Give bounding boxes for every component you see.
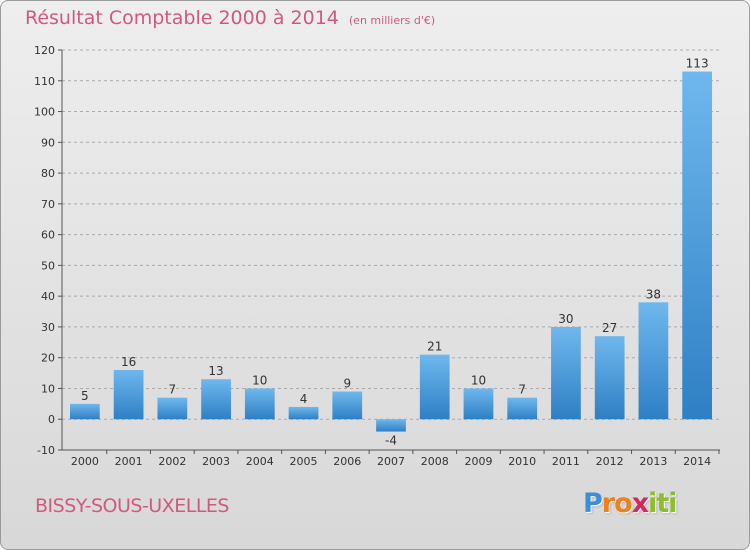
chart-subtitle: (en milliers d'€) <box>348 14 436 27</box>
y-tick-label: 60 <box>41 229 55 242</box>
y-tick-label: 110 <box>34 75 55 88</box>
bar-value-label: 30 <box>558 312 573 326</box>
bar-value-label: 7 <box>518 383 526 397</box>
logo-letter: x <box>631 488 649 519</box>
bar-value-label: 38 <box>646 287 661 301</box>
logo-letter: o <box>614 488 633 519</box>
axes-layer: -10 0 10 20 30 40 50 60 70 80 90 100 110 120 2000 2001 2… <box>34 44 720 468</box>
x-tick-label: 2000 <box>71 455 99 468</box>
bar <box>113 370 144 420</box>
bar-value-label: 10 <box>252 373 267 387</box>
x-tick-label: 2004 <box>246 455 274 468</box>
y-tick-label: 20 <box>41 352 55 365</box>
x-tick-label: 2006 <box>333 455 361 468</box>
proxiti-logo: Proxiti <box>583 488 678 519</box>
bar-value-label: 113 <box>686 57 709 71</box>
logo-letter: P <box>583 488 603 519</box>
bar-value-label: 13 <box>208 364 223 378</box>
bar-value-label: 7 <box>169 383 177 397</box>
x-tick-label: 2010 <box>508 455 536 468</box>
x-tick-label: 2013 <box>639 455 667 468</box>
y-tick-label: 50 <box>41 259 55 272</box>
bar-value-label: 16 <box>121 355 136 369</box>
x-tick-label: 2002 <box>158 455 186 468</box>
chart-title: Résultat Comptable 2000 à 2014 (en millie… <box>25 7 435 29</box>
y-tick-label: 100 <box>34 106 55 119</box>
bar-value-label: 9 <box>343 377 351 391</box>
bar-value-label: -4 <box>385 434 397 448</box>
x-tick-label: 2009 <box>464 455 492 468</box>
logo-letter: t <box>656 488 669 519</box>
bar <box>69 403 100 420</box>
bar-value-label: 10 <box>471 373 486 387</box>
chart-title-text: Résultat Comptable 2000 à 2014 <box>25 7 339 29</box>
bar <box>594 336 625 420</box>
bar-value-label: 21 <box>427 340 442 354</box>
logo-letter: i <box>668 488 677 519</box>
x-tick-label: 2014 <box>683 455 711 468</box>
commune-name: BISSY-SOUS-UXELLES <box>35 495 229 517</box>
bar-value-label: 5 <box>81 389 89 403</box>
bar <box>419 354 450 420</box>
x-tick-label: 2008 <box>421 455 449 468</box>
logo-letter: i <box>648 488 657 519</box>
y-tick-label: 0 <box>48 413 55 426</box>
y-tick-label: 30 <box>41 321 55 334</box>
y-tick-label: 10 <box>41 382 55 395</box>
x-tick-label: 2011 <box>552 455 580 468</box>
bar <box>376 419 406 432</box>
bar <box>638 302 669 420</box>
logo-letter: r <box>601 488 615 519</box>
x-tick-label: 2005 <box>290 455 318 468</box>
y-tick-label: 120 <box>34 44 55 57</box>
y-tick-label: 70 <box>41 198 55 211</box>
bar <box>463 388 494 420</box>
bar <box>288 406 319 420</box>
bar <box>507 397 538 420</box>
y-tick-label: -10 <box>37 444 55 457</box>
x-tick-label: 2007 <box>377 455 405 468</box>
bar <box>244 388 275 420</box>
y-tick-label: 80 <box>41 167 55 180</box>
y-tick-label: 40 <box>41 290 55 303</box>
x-tick-label: 2012 <box>596 455 624 468</box>
bar <box>682 71 713 420</box>
bar <box>332 391 363 420</box>
x-tick-label: 2003 <box>202 455 230 468</box>
x-tick-label: 2001 <box>115 455 143 468</box>
bar <box>551 326 581 420</box>
bar-value-label: 4 <box>300 392 308 406</box>
bar-value-label: 27 <box>602 321 617 335</box>
bars-layer: 5 16 7 13 10 4 9 -4 21 10 7 30 27 38 113 <box>69 57 713 448</box>
bar <box>157 397 188 420</box>
bar <box>201 379 231 420</box>
y-tick-label: 90 <box>41 136 55 149</box>
